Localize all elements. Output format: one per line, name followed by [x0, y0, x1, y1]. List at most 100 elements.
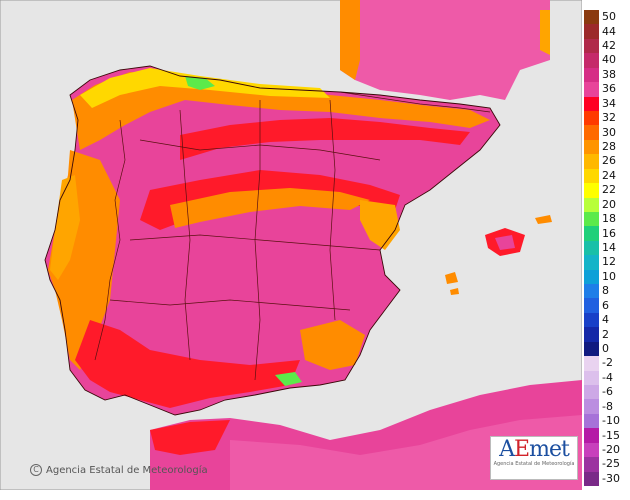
legend-swatch	[584, 226, 599, 241]
legend-swatch	[584, 168, 599, 184]
legend-swatch	[584, 399, 599, 414]
legend-label: 4	[602, 313, 609, 327]
legend-step: -25	[584, 457, 628, 472]
legend-label: 10	[602, 269, 616, 283]
legend-swatch	[584, 457, 599, 472]
iberia-land	[45, 66, 500, 415]
legend-step: -30	[584, 471, 628, 486]
legend-swatch	[584, 82, 599, 97]
legend-swatch	[584, 312, 599, 328]
legend-step: -6	[584, 385, 628, 400]
legend-swatch	[584, 240, 599, 256]
legend-swatch	[584, 269, 599, 285]
legend-swatch	[584, 385, 599, 400]
legend-swatch	[584, 428, 599, 443]
copyright-icon: C	[30, 464, 42, 476]
legend-swatch	[584, 38, 599, 54]
legend-step: 12	[584, 255, 628, 270]
legend-swatch	[584, 197, 599, 212]
legend-step: 36	[584, 82, 628, 97]
legend-swatch	[584, 413, 599, 429]
legend-swatch	[584, 298, 599, 313]
legend-step: 24	[584, 168, 628, 184]
legend-label: -4	[602, 370, 613, 384]
ibiza	[445, 272, 458, 284]
legend-swatch	[584, 139, 599, 155]
province-line-5	[254, 100, 261, 381]
legend-label: 0	[602, 341, 609, 355]
legend-swatch	[584, 125, 599, 140]
credit-line: C Agencia Estatal de Meteorología	[30, 464, 208, 476]
temperature-map	[0, 0, 582, 490]
legend-step: 18	[584, 211, 628, 227]
province-line-4	[179, 109, 191, 361]
logo-tagline: Agencia Estatal de Meteorología	[493, 461, 575, 467]
legend-step: 28	[584, 139, 628, 155]
legend-label: 8	[602, 284, 609, 298]
legend-label: 2	[602, 327, 609, 341]
legend-step: 50	[584, 10, 628, 25]
ebro-red-band	[180, 118, 470, 160]
alps-east	[540, 10, 550, 55]
menorca	[535, 215, 552, 224]
legend-swatch	[584, 356, 599, 371]
legend-swatch	[584, 284, 599, 299]
legend-step: 10	[584, 269, 628, 285]
south-red-rim	[75, 320, 300, 408]
credit-text: Agencia Estatal de Meteorología	[46, 464, 208, 476]
logo-a: A	[499, 437, 515, 462]
legend-label: 20	[602, 197, 616, 211]
legend-step: 44	[584, 24, 628, 39]
legend-swatch	[584, 341, 599, 357]
legend-step: -4	[584, 370, 628, 386]
legend-label: 18	[602, 212, 616, 226]
legend-swatch	[584, 53, 599, 68]
legend-swatch	[584, 211, 599, 227]
legend-step: -8	[584, 399, 628, 414]
legend-step: -10	[584, 413, 628, 429]
legend-label: 40	[602, 53, 616, 67]
legend-swatch	[584, 96, 599, 111]
pyrenees-border	[339, 91, 491, 113]
province-line-2	[129, 234, 381, 251]
logo-e: E	[514, 437, 530, 462]
legend-label: 36	[602, 82, 616, 96]
legend-label: -20	[602, 442, 620, 456]
iberia-coastline	[44, 65, 501, 416]
temperature-legend: 50 44 42 40 38 36 34 32 30 28 26 24 22 20 18 16 14 12 10 8 6…	[584, 10, 628, 486]
legend-step: 26	[584, 154, 628, 169]
legend-step: 16	[584, 226, 628, 241]
legend-label: 16	[602, 226, 616, 240]
levante-orange	[360, 200, 400, 250]
southeast-orange	[300, 320, 365, 370]
north-africa-red	[150, 420, 230, 455]
legend-label: 26	[602, 154, 616, 168]
north-band-orange	[72, 72, 490, 150]
legend-label: 38	[602, 67, 616, 81]
legend-label: 14	[602, 240, 616, 254]
legend-swatch	[584, 110, 599, 126]
legend-label: 50	[602, 10, 616, 24]
aemet-wordmark: AEmet	[491, 437, 577, 463]
legend-label: -6	[602, 385, 613, 399]
legend-step: 2	[584, 327, 628, 342]
legend-step: 42	[584, 38, 628, 54]
legend-label: 28	[602, 140, 616, 154]
legend-step: 14	[584, 240, 628, 256]
aemet-logo: AEmet Agencia Estatal de Meteorología	[490, 436, 578, 480]
legend-swatch	[584, 183, 599, 198]
legend-label: 30	[602, 125, 616, 139]
legend-label: 32	[602, 111, 616, 125]
asturias-green	[185, 76, 215, 90]
legend-step: 34	[584, 96, 628, 111]
legend-step: 6	[584, 298, 628, 313]
legend-step: 20	[584, 197, 628, 212]
legend-step: -20	[584, 442, 628, 458]
legend-step: 40	[584, 53, 628, 68]
legend-label: 44	[602, 24, 616, 38]
sierra-nevada-green	[275, 372, 302, 386]
legend-step: 22	[584, 183, 628, 198]
legend-step: -2	[584, 356, 628, 371]
logo-met: met	[529, 437, 570, 462]
